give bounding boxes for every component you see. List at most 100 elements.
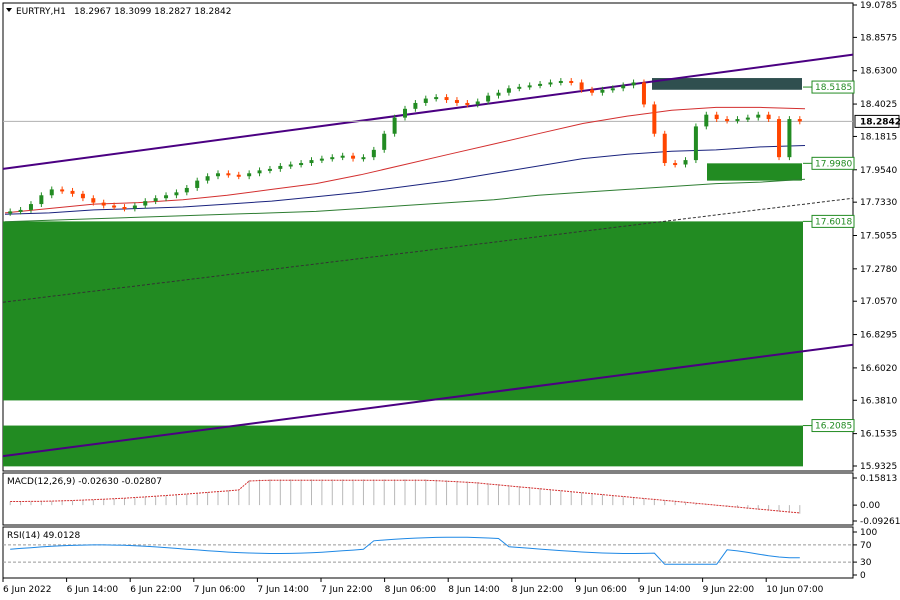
- candle-body: [247, 173, 252, 177]
- time-tick-label: 7 Jun 06:00: [194, 585, 246, 595]
- level-label: 17.6018: [815, 217, 852, 227]
- candle-body: [174, 192, 179, 196]
- macd-tick-label: 0.15813: [860, 474, 897, 484]
- time-tick-label: 8 Jun 22:00: [512, 585, 564, 595]
- candle-body: [122, 206, 127, 209]
- price-tick-label: 17.7330: [860, 198, 897, 208]
- candle-body: [143, 201, 148, 206]
- candle-body: [153, 198, 158, 202]
- zone-supply: [652, 78, 802, 90]
- candle-body: [403, 108, 407, 118]
- candle-body: [309, 160, 314, 164]
- symbol-label: EURTRY,H1: [16, 7, 66, 17]
- candle-body: [506, 88, 511, 93]
- price-tick-label: 16.6020: [860, 364, 897, 374]
- candle-body: [112, 205, 117, 208]
- candle-body: [725, 119, 730, 122]
- price-tick-label: 18.1815: [860, 132, 897, 142]
- level-label: 18.5185: [815, 83, 852, 93]
- candle-body: [756, 114, 761, 118]
- candle-body: [91, 198, 96, 203]
- moving-average-line: [4, 145, 806, 215]
- level-box: [811, 156, 855, 170]
- candle-body: [610, 88, 615, 91]
- candle-body: [184, 187, 189, 193]
- candle-body: [714, 114, 719, 120]
- candle-body: [60, 189, 65, 192]
- candle-body: [486, 95, 491, 102]
- macd-label: MACD(12,26,9) -0.02630 -0.02807: [7, 477, 162, 487]
- price-tick-label: 16.1535: [860, 430, 897, 440]
- candle-body: [18, 209, 23, 212]
- candle-body: [39, 195, 44, 205]
- candle-body: [205, 176, 210, 181]
- channel-lower-line: [2, 343, 854, 458]
- time-tick-label: 6 Jun 22:00: [130, 585, 182, 595]
- channel-mid-line: [2, 197, 854, 303]
- candle-body: [662, 133, 667, 164]
- candle-body: [382, 133, 387, 150]
- candle-body: [70, 190, 75, 194]
- candle-body: [444, 97, 449, 101]
- candle-body: [735, 119, 740, 122]
- candle-body: [683, 160, 688, 165]
- candle-body: [340, 155, 345, 158]
- candle-body: [777, 119, 782, 158]
- rsi-label: RSI(14) 49.0128: [7, 531, 80, 541]
- candle-body: [164, 195, 169, 199]
- zone-demand: [3, 425, 803, 467]
- candle-body: [673, 163, 678, 166]
- channel-upper-line: [2, 53, 854, 170]
- candle-body: [621, 85, 626, 89]
- moving-average-line: [4, 106, 806, 214]
- price-tick-label: 15.9325: [860, 462, 897, 472]
- candle-body: [28, 204, 33, 210]
- candle-body: [361, 157, 366, 160]
- time-tick-label: 10 Jun 07:00: [766, 585, 823, 595]
- level-label: 16.2085: [815, 422, 852, 432]
- macd-tick-label: 0.00: [860, 501, 880, 511]
- level-box: [811, 80, 855, 94]
- price-tick-label: 17.5055: [860, 232, 897, 242]
- candle-body: [569, 80, 574, 83]
- candle-body: [517, 86, 522, 89]
- current-price-label: 18.2842: [860, 117, 900, 127]
- candle-body: [267, 168, 272, 171]
- time-tick-label: 6 Jun 14:00: [67, 585, 119, 595]
- candle-body: [101, 202, 106, 206]
- candle-body: [299, 163, 304, 166]
- candle-body: [527, 85, 532, 88]
- candle-body: [392, 117, 397, 134]
- candle-body: [652, 104, 657, 134]
- candle-body: [693, 126, 698, 161]
- zone-demand: [3, 221, 803, 401]
- price-tick-label: 16.3810: [860, 396, 897, 406]
- candle-body: [797, 119, 802, 122]
- candle-body: [454, 100, 459, 103]
- dropdown-triangle-icon[interactable]: [6, 8, 12, 12]
- candle-body: [330, 157, 335, 160]
- price-tick-label: 17.0570: [860, 297, 897, 307]
- rsi-pane-frame: [2, 526, 854, 579]
- candle-body: [49, 189, 54, 196]
- level-box: [811, 214, 855, 228]
- rsi-tick-label: 70: [860, 541, 872, 551]
- candle-body: [631, 82, 636, 86]
- candle-body: [8, 211, 13, 214]
- candle-body: [351, 155, 356, 159]
- candle-body: [745, 117, 750, 120]
- rsi-tick-label: 100: [860, 528, 877, 538]
- candle-body: [215, 173, 220, 177]
- price-tick-label: 17.2780: [860, 265, 897, 275]
- level-label: 17.9980: [815, 159, 852, 169]
- candle-body: [278, 165, 283, 169]
- price-tick-label: 18.4025: [860, 100, 897, 110]
- time-tick-label: 8 Jun 06:00: [385, 585, 437, 595]
- candle-body: [288, 164, 293, 167]
- candle-body: [226, 173, 231, 176]
- ohlc-readout: 18.2967 18.3099 18.2827 18.2842: [74, 7, 231, 17]
- candle-body: [195, 180, 200, 188]
- candle-body: [371, 149, 376, 158]
- candle-body: [413, 102, 418, 109]
